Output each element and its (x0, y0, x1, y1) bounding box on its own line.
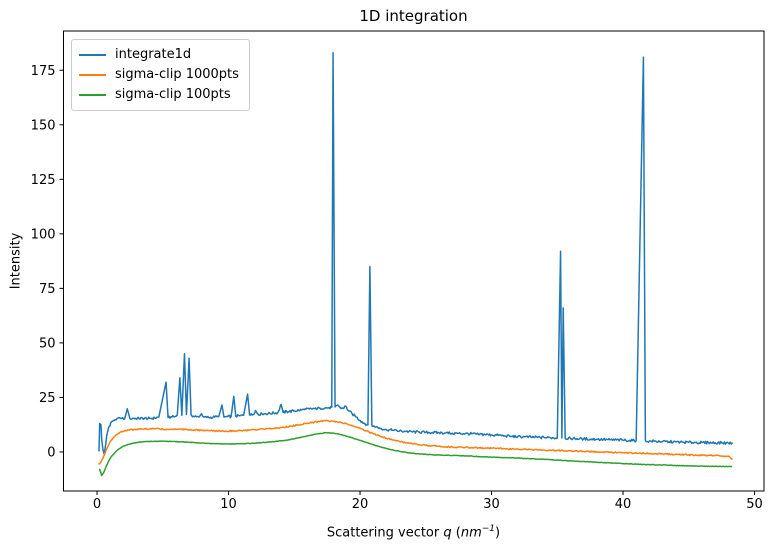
x-tick-label: 50 (746, 497, 763, 512)
x-axis-label: Scattering vector q (nm−1) (63, 521, 764, 541)
y-axis-ticks: 0 25 50 75 100 125 150 175 (31, 64, 64, 460)
y-tick-label: 25 (39, 391, 56, 406)
legend-line-swatch-blue (79, 54, 106, 56)
axes-frame (63, 30, 765, 492)
x-axis-label-text: Scattering vector (326, 525, 444, 541)
legend-label: sigma-clip 1000pts (115, 67, 239, 82)
x-tick-label: 40 (615, 497, 632, 512)
x-axis-label-unit: nm (460, 525, 482, 541)
x-axis-label-var: q (443, 525, 452, 541)
legend-line-swatch-green (79, 94, 106, 96)
y-tick-label: 100 (31, 227, 56, 242)
x-axis-label-exponent: −1 (481, 524, 496, 534)
x-tick-label: 20 (352, 497, 369, 512)
y-tick-label: 125 (31, 173, 56, 188)
series-line-sigma-clip-100pts (98, 431, 733, 477)
legend-item-integrate1d: integrate1d (79, 45, 239, 65)
legend: integrate1d sigma-clip 1000pts sigma-cli… (71, 39, 250, 111)
legend-label: integrate1d (115, 47, 192, 62)
y-tick-label: 0 (47, 445, 55, 460)
x-axis-label-paren-close: ) (495, 525, 501, 541)
legend-item-sigma-clip-1000pts: sigma-clip 1000pts (79, 65, 239, 85)
x-axis-label-paren-open: ( (451, 525, 461, 541)
series-line-integrate1d (98, 52, 733, 455)
chart-title: 1D integration (359, 7, 468, 25)
x-tick-label: 10 (220, 497, 237, 512)
y-tick-label: 175 (31, 64, 56, 79)
legend-label: sigma-clip 100pts (115, 87, 231, 102)
series-line-sigma-clip-1000pts (98, 419, 733, 465)
legend-line-swatch-orange (79, 74, 106, 76)
y-axis-label: Intensity (8, 232, 24, 290)
x-tick-label: 30 (483, 497, 500, 512)
legend-item-sigma-clip-100pts: sigma-clip 100pts (79, 85, 239, 105)
y-tick-label: 75 (39, 282, 56, 297)
x-axis-ticks: 0 10 20 30 40 50 (93, 491, 763, 512)
y-tick-label: 50 (39, 336, 56, 351)
x-tick-label: 0 (93, 497, 101, 512)
y-tick-label: 150 (31, 118, 56, 133)
